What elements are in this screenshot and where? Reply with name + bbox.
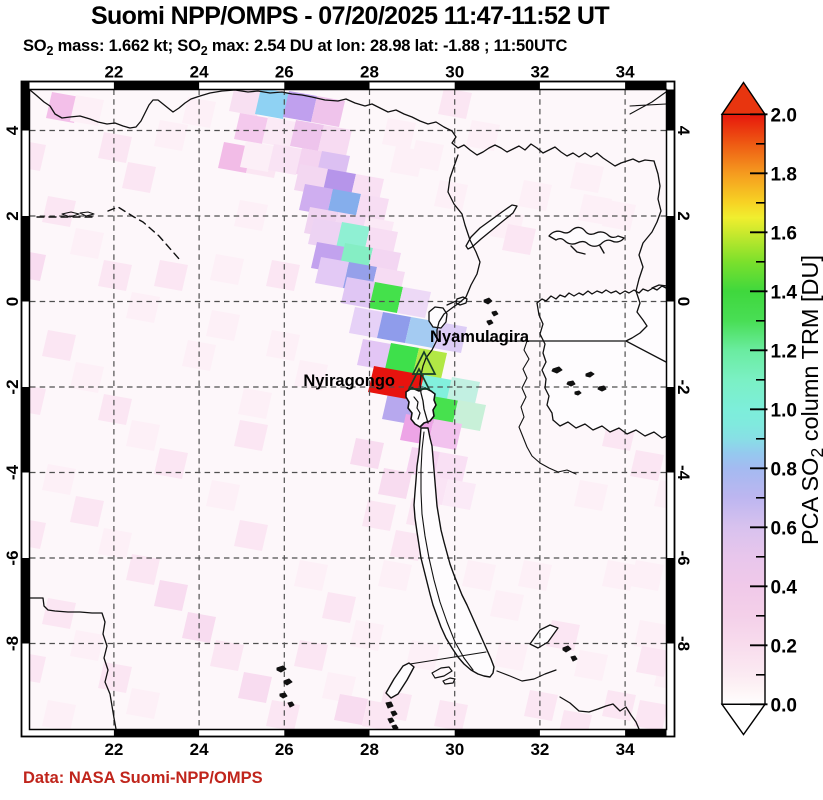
svg-text:-6: -6 [674, 550, 693, 565]
svg-text:2: 2 [674, 211, 693, 220]
svg-text:-2: -2 [3, 379, 22, 394]
svg-text:0.0: 0.0 [771, 695, 797, 716]
svg-text:34: 34 [616, 740, 635, 759]
svg-text:22: 22 [104, 63, 123, 82]
svg-text:22: 22 [104, 740, 123, 759]
svg-text:28: 28 [360, 63, 379, 82]
svg-text:24: 24 [190, 740, 209, 759]
svg-text:26: 26 [275, 740, 294, 759]
svg-text:0.4: 0.4 [771, 577, 798, 598]
svg-text:30: 30 [445, 740, 464, 759]
svg-text:28: 28 [360, 740, 379, 759]
svg-text:1.8: 1.8 [771, 164, 797, 185]
svg-text:4: 4 [674, 126, 693, 136]
svg-text:1.2: 1.2 [771, 341, 797, 362]
svg-text:2: 2 [3, 211, 22, 220]
svg-text:PCA SO2 column TRM [DU]: PCA SO2 column TRM [DU] [797, 255, 823, 545]
svg-text:30: 30 [445, 63, 464, 82]
svg-text:1.6: 1.6 [771, 223, 797, 244]
svg-text:-2: -2 [674, 379, 693, 394]
svg-text:34: 34 [616, 63, 635, 82]
svg-text:Nyiragongo: Nyiragongo [303, 372, 395, 390]
svg-text:26: 26 [275, 63, 294, 82]
svg-text:-4: -4 [674, 465, 693, 481]
svg-text:32: 32 [530, 63, 549, 82]
svg-text:24: 24 [190, 63, 209, 82]
svg-text:Suomi NPP/OMPS - 07/20/2025 11: Suomi NPP/OMPS - 07/20/2025 11:47-11:52 … [91, 2, 609, 30]
svg-text:0: 0 [3, 297, 22, 306]
svg-text:-8: -8 [674, 636, 693, 651]
svg-text:2.0: 2.0 [771, 105, 797, 126]
svg-text:Nyamulagira: Nyamulagira [430, 328, 530, 346]
svg-text:Data: NASA Suomi-NPP/OMPS: Data: NASA Suomi-NPP/OMPS [23, 769, 263, 787]
svg-text:32: 32 [530, 740, 549, 759]
svg-text:0.6: 0.6 [771, 518, 797, 539]
svg-text:SO2 mass: 1.662 kt; SO2 max: 2: SO2 mass: 1.662 kt; SO2 max: 2.54 DU at … [23, 37, 568, 58]
svg-text:0: 0 [674, 297, 693, 306]
svg-text:-4: -4 [3, 464, 22, 480]
svg-text:-8: -8 [3, 636, 22, 651]
svg-text:-6: -6 [3, 550, 22, 565]
svg-text:1.0: 1.0 [771, 400, 797, 421]
svg-text:0.8: 0.8 [771, 459, 797, 480]
svg-text:1.4: 1.4 [771, 282, 798, 303]
svg-text:0.2: 0.2 [771, 636, 797, 657]
svg-text:4: 4 [3, 125, 22, 135]
